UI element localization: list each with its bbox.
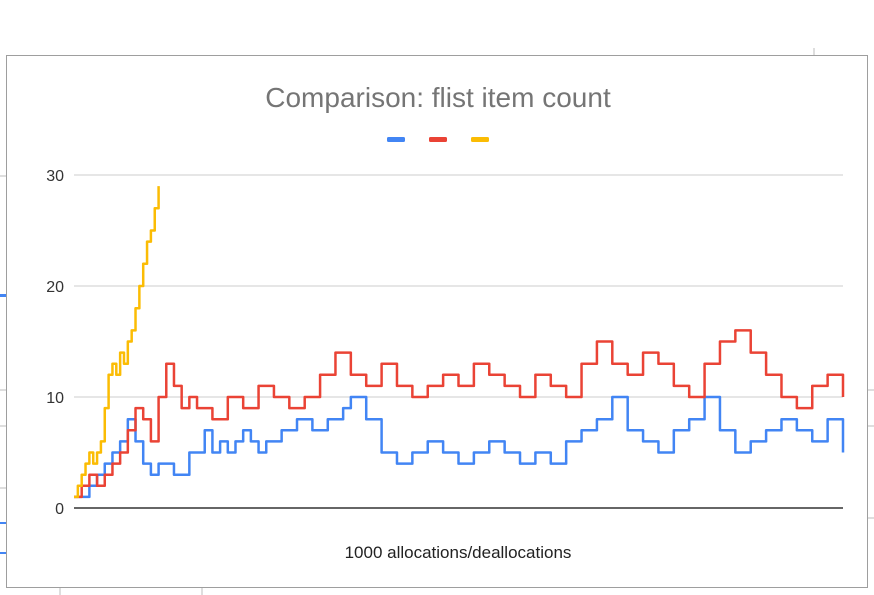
series-lines	[74, 186, 845, 499]
series-line-3[interactable]	[74, 186, 160, 499]
chart-title: Comparison: flist item count	[265, 82, 611, 113]
y-tick-label: 20	[46, 279, 64, 296]
x-axis-label: 1000 allocations/deallocations	[345, 543, 572, 562]
legend-swatch-1[interactable]	[387, 137, 405, 142]
y-tick-label: 10	[46, 390, 64, 407]
y-tick-label: 0	[55, 501, 64, 518]
y-tick-label: 30	[46, 168, 64, 185]
legend-swatch-2[interactable]	[429, 137, 447, 142]
legend	[387, 137, 489, 142]
series-line-1[interactable]	[74, 395, 845, 499]
y-axis-ticks: 0 10 20 30	[46, 168, 64, 518]
series-line-2[interactable]	[74, 329, 845, 499]
gridlines	[74, 174, 843, 398]
legend-swatch-3[interactable]	[471, 137, 489, 142]
chart-card[interactable]	[6, 55, 868, 588]
